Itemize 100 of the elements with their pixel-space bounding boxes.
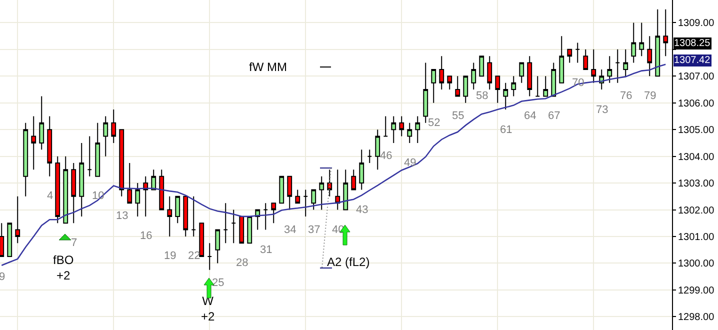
- y-tick-label: 1301.00: [678, 232, 715, 243]
- y-tick-label: 1306.00: [678, 98, 715, 110]
- candlestick: [263, 202, 268, 230]
- candlestick: [463, 76, 468, 104]
- candlestick: [215, 229, 220, 264]
- candlestick: [607, 56, 612, 84]
- candlestick: [47, 116, 52, 177]
- text: 43: [356, 204, 368, 216]
- y-tick-label: 1300.00: [678, 258, 715, 270]
- candlestick: [391, 116, 396, 144]
- candlestick: [415, 116, 420, 144]
- annotation: fW MM: [249, 60, 287, 74]
- y-tick-label: 1302.00: [678, 205, 715, 216]
- text: 49: [404, 157, 416, 169]
- candlestick: [327, 169, 332, 197]
- text: 46: [380, 150, 392, 162]
- text: 79: [644, 90, 656, 102]
- candlestick: [663, 8, 668, 57]
- candlestick: [615, 48, 620, 84]
- candlestick: [63, 156, 68, 224]
- candlestick: [567, 48, 572, 64]
- text: 61: [500, 124, 512, 136]
- text: 64: [524, 110, 536, 122]
- candlestick: [247, 216, 252, 244]
- text: 1307.42: [674, 55, 711, 66]
- text: 31: [260, 244, 272, 256]
- text: 13: [116, 210, 128, 222]
- text: 7: [71, 237, 78, 249]
- text: 55: [452, 110, 464, 122]
- candlestick: [343, 169, 348, 210]
- candlestick: [303, 189, 308, 217]
- candlestick: [239, 216, 244, 244]
- annotation: A2 (fL2): [327, 255, 370, 269]
- text: 1308.25: [674, 38, 711, 49]
- candlestick: [103, 116, 108, 157]
- candlestick: [7, 222, 12, 258]
- candlestick: [175, 196, 180, 224]
- y-tick-label: 1304.00: [678, 152, 715, 163]
- candlestick: [495, 76, 500, 104]
- candlestick: [631, 22, 636, 64]
- candlestick: [23, 122, 28, 197]
- candlestick: [295, 189, 300, 204]
- candlestick: [15, 196, 20, 244]
- candlestick: [31, 116, 36, 170]
- candlestick: [167, 196, 172, 237]
- candlestick: [119, 129, 124, 197]
- candlestick: [191, 196, 196, 237]
- candlestick: [639, 22, 644, 57]
- text: 28: [236, 257, 248, 269]
- candlestick: [271, 202, 276, 224]
- candlestick: [207, 242, 212, 270]
- candlestick: [575, 42, 580, 64]
- candlestick: [95, 122, 100, 177]
- candlestick: [39, 96, 44, 150]
- candlestick: [311, 189, 316, 210]
- y-tick-label: 1309.00: [678, 18, 715, 30]
- text: 16: [140, 230, 152, 242]
- candlestick: [183, 196, 188, 237]
- y-tick-label: 1299.00: [678, 285, 715, 296]
- candlestick: [135, 182, 140, 217]
- candlestick: [423, 62, 428, 124]
- candlestick: [535, 76, 540, 97]
- candlestick: [335, 169, 340, 210]
- text: 22: [188, 250, 200, 262]
- candlestick: [559, 36, 564, 84]
- candlestick: [231, 209, 236, 244]
- candlestick: [479, 56, 484, 77]
- y-tick-label: 1307.00: [678, 72, 715, 83]
- text: 4: [47, 190, 54, 202]
- candlestick: [511, 76, 516, 97]
- text: 37: [308, 224, 320, 236]
- candlestick: [399, 116, 404, 137]
- candlestick: [159, 169, 164, 210]
- candlestick: [447, 76, 452, 90]
- candlestick: [71, 162, 76, 224]
- candlestick: [127, 162, 132, 204]
- candlestick: [223, 202, 228, 244]
- text: 67: [548, 110, 560, 122]
- candlestick: [375, 129, 380, 170]
- text: 25: [212, 277, 224, 289]
- candlestick: [55, 156, 60, 224]
- candlestick: [583, 48, 588, 70]
- candlestick: [111, 109, 116, 144]
- candlestick: [543, 76, 548, 97]
- candlestick: [383, 116, 388, 137]
- candlestick: [439, 56, 444, 90]
- candlestick: [503, 82, 508, 110]
- annotation: W +2: [201, 294, 216, 324]
- text: 58: [476, 90, 488, 102]
- candlestick: [623, 48, 628, 77]
- candlestick: [367, 149, 372, 164]
- text: 52: [428, 117, 440, 129]
- candlestick: [551, 62, 556, 97]
- candlestick: [351, 169, 356, 190]
- candlestick: [199, 222, 204, 258]
- candlestick: [319, 176, 324, 210]
- candlestick: [519, 62, 524, 84]
- candlestick: [0, 222, 4, 258]
- candlestick: [655, 8, 660, 77]
- candlestick: [87, 136, 92, 177]
